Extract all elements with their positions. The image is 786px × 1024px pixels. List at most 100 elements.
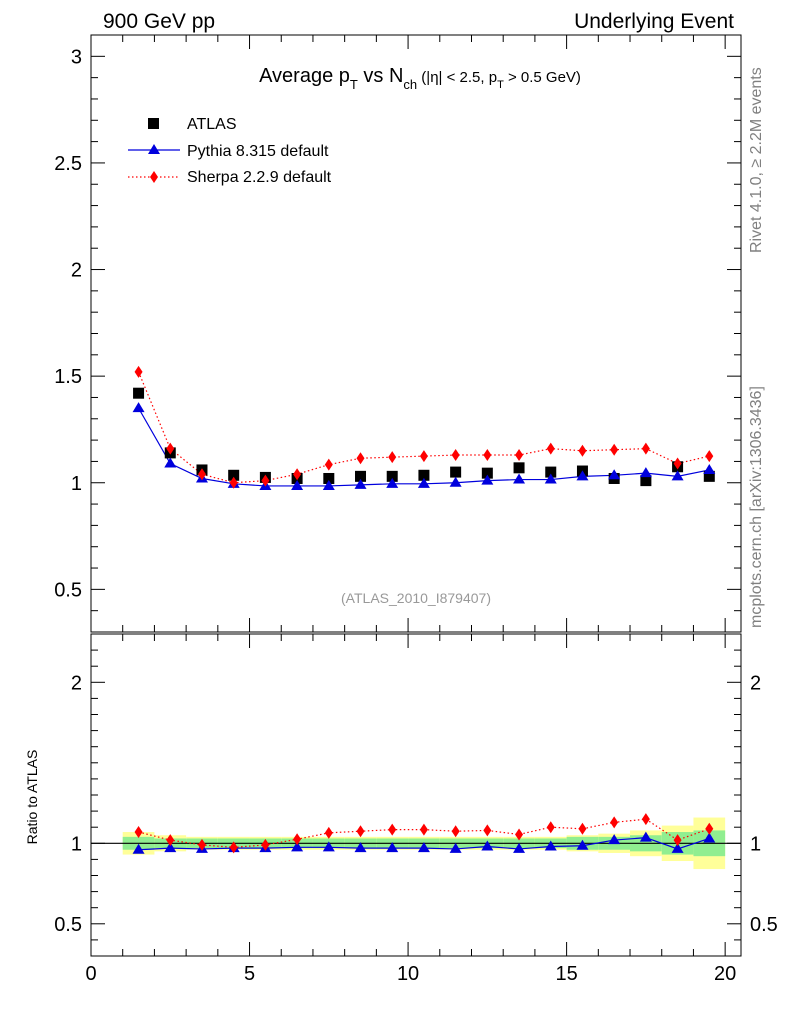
main-point-sherpa: [451, 449, 460, 462]
ratio-point-pythia: [481, 840, 494, 851]
ratio-point-pythia: [449, 842, 462, 853]
ratio-y-tick-label-left: 0.5: [54, 914, 82, 936]
ratio-point-pythia: [639, 831, 652, 842]
main-point-atlas: [703, 470, 715, 482]
x-tick-label: 0: [85, 963, 96, 985]
ratio-point-pythia: [132, 843, 145, 854]
ratio-point-sherpa: [388, 823, 397, 836]
header-left: 900 GeV pp: [103, 10, 215, 33]
mcplots-label: mcplots.cern.ch [arXiv:1306.3436]: [748, 386, 765, 628]
main-point-sherpa: [261, 474, 270, 487]
ratio-point-sherpa: [451, 825, 460, 838]
legend: ATLAS Pythia 8.315 default Sherpa 2.2.9 …: [128, 116, 332, 186]
main-point-atlas: [386, 470, 398, 482]
main-point-pythia: [544, 473, 557, 484]
main-point-atlas: [418, 469, 430, 481]
main-point-atlas: [133, 387, 145, 399]
legend-label-pythia: Pythia 8.315 default: [187, 143, 329, 160]
main-point-sherpa: [229, 476, 238, 489]
ratio-point-sherpa: [673, 834, 682, 847]
ratio-point-sherpa: [515, 828, 524, 841]
main-point-sherpa: [610, 443, 619, 456]
ratio-point-pythia: [703, 832, 716, 843]
main-point-atlas: [640, 475, 652, 487]
main-point-sherpa: [197, 468, 206, 481]
main-point-pythia: [417, 477, 430, 488]
x-tick-label: 10: [397, 963, 419, 985]
main-point-sherpa: [166, 442, 175, 455]
main-point-sherpa: [641, 442, 650, 455]
ratio-y-tick-label-left: 1: [71, 833, 82, 855]
ratio-point-sherpa: [134, 826, 143, 839]
main-frame: [90, 34, 742, 633]
main-point-sherpa: [673, 457, 682, 470]
ratio-point-sherpa: [419, 823, 428, 836]
ratio-point-sherpa: [705, 822, 714, 835]
main-point-pythia: [164, 457, 177, 468]
main-line-sherpa: [138, 371, 710, 484]
main-point-pythia: [291, 479, 304, 490]
ratio-point-pythia: [671, 842, 684, 853]
axes: 0 5 10 15 20 0.5 1 1.5 2 2.5 3 0.5 0.5 1 1 2 2: [54, 34, 778, 985]
main-point-sherpa: [356, 452, 365, 465]
main-point-sherpa: [483, 449, 492, 462]
legend-marker-sherpa: [150, 171, 158, 183]
ratio-y-tick-label-right: 1: [750, 833, 761, 855]
main-point-pythia: [703, 463, 716, 474]
main-point-pythia: [481, 474, 494, 485]
legend-label-sherpa: Sherpa 2.2.9 default: [187, 169, 332, 186]
main-y-tick-label: 1: [71, 473, 82, 495]
ratio-point-pythia: [291, 841, 304, 852]
main-point-pythia: [639, 467, 652, 478]
main-point-pythia: [671, 470, 684, 481]
ratio-y-tick-label-right: 0.5: [750, 914, 778, 936]
main-point-pythia: [513, 473, 526, 484]
ratio-bands: [91, 817, 741, 870]
ratio-point-sherpa: [197, 838, 206, 851]
main-point-pythia: [132, 402, 145, 413]
main-point-atlas: [228, 469, 240, 481]
ratio-point-sherpa: [578, 822, 587, 835]
x-tick-label: 15: [555, 963, 577, 985]
main-point-sherpa: [324, 458, 333, 471]
main-point-sherpa: [388, 451, 397, 464]
ratio-point-sherpa: [546, 821, 555, 834]
main-point-atlas: [481, 467, 493, 479]
main-point-atlas: [545, 466, 557, 478]
main-point-pythia: [449, 476, 462, 487]
main-point-atlas: [355, 470, 367, 482]
plot-title: Average pT vs Nch (|η| < 2.5, pT > 0.5 G…: [259, 65, 581, 92]
x-tick-label: 5: [244, 963, 255, 985]
ratio-y-tick-label-right: 2: [750, 672, 761, 694]
ratio-point-pythia: [544, 840, 557, 851]
main-point-atlas: [450, 466, 462, 478]
ratio-point-pythia: [608, 834, 621, 845]
main-y-tick-label: 2.5: [54, 153, 82, 175]
main-point-pythia: [386, 477, 399, 488]
legend-marker-pythia: [148, 144, 160, 154]
main-y-tick-label: 1.5: [54, 366, 82, 388]
main-point-pythia: [354, 478, 367, 489]
legend-label-atlas: ATLAS: [187, 116, 237, 133]
ratio-point-sherpa: [261, 838, 270, 851]
main-point-sherpa: [705, 450, 714, 463]
main-y-tick-label: 0.5: [54, 579, 82, 601]
main-plot-marks: [132, 365, 716, 490]
ratio-point-pythia: [576, 839, 589, 850]
ratio-point-pythia: [164, 842, 177, 853]
ratio-point-sherpa: [229, 841, 238, 854]
ratio-ylabel: Ratio to ATLAS: [24, 750, 40, 845]
ratio-point-sherpa: [166, 834, 175, 847]
ratio-point-sherpa: [483, 824, 492, 837]
header-right: Underlying Event: [574, 10, 734, 33]
rivet-label: Rivet 4.1.0, ≥ 2.2M events: [748, 67, 765, 253]
ratio-point-sherpa: [356, 825, 365, 838]
ratio-plot-marks: [132, 813, 716, 854]
ratio-frame: [90, 633, 742, 957]
ratio-point-pythia: [322, 841, 335, 852]
analysis-id: (ATLAS_2010_I879407): [341, 590, 491, 606]
main-y-tick-label: 2: [71, 260, 82, 282]
ratio-y-tick-label-left: 2: [71, 672, 82, 694]
main-point-sherpa: [419, 450, 428, 463]
